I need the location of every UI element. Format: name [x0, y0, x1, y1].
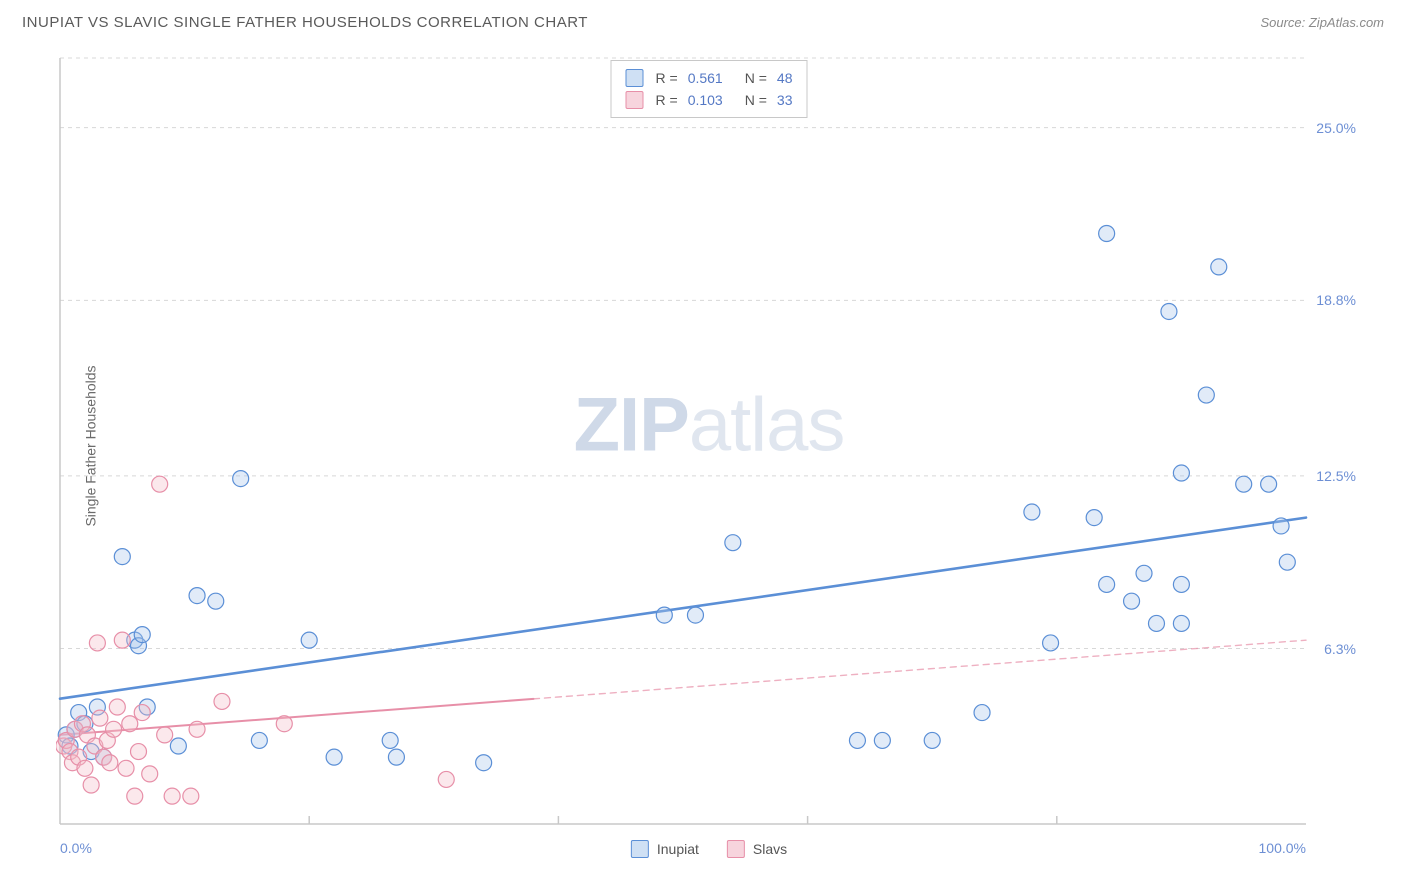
- scatter-plot: [56, 52, 1362, 830]
- r-label: R =: [656, 70, 678, 86]
- legend-series-item: Slavs: [727, 840, 787, 858]
- n-value: 48: [777, 70, 793, 86]
- legend-stat-row: R = 0.561 N = 48: [626, 67, 793, 89]
- x-tick-label: 0.0%: [60, 840, 92, 856]
- n-value: 33: [777, 92, 793, 108]
- legend-series-label: Slavs: [753, 841, 787, 857]
- legend-swatch: [626, 91, 644, 109]
- legend-swatch: [727, 840, 745, 858]
- y-tick-label: 12.5%: [1316, 468, 1356, 484]
- legend-swatch: [626, 69, 644, 87]
- chart-area: ZIPatlas R =0.561N =48R =0.103N =33 Inup…: [56, 52, 1362, 830]
- r-value: 0.561: [688, 70, 723, 86]
- x-tick-label: 100.0%: [1259, 840, 1306, 856]
- y-tick-label: 25.0%: [1316, 120, 1356, 136]
- chart-title: INUPIAT VS SLAVIC SINGLE FATHER HOUSEHOL…: [22, 14, 588, 31]
- series-legend: Inupiat Slavs: [631, 840, 787, 858]
- legend-swatch: [631, 840, 649, 858]
- r-value: 0.103: [688, 92, 723, 108]
- source-attribution: Source: ZipAtlas.com: [1260, 15, 1384, 30]
- n-label: N =: [745, 70, 767, 86]
- legend-stat-row: R = 0.103 N = 33: [626, 89, 793, 111]
- y-tick-label: 6.3%: [1324, 641, 1356, 657]
- n-label: N =: [745, 92, 767, 108]
- legend-series-item: Inupiat: [631, 840, 699, 858]
- legend-series-label: Inupiat: [657, 841, 699, 857]
- chart-header: INUPIAT VS SLAVIC SINGLE FATHER HOUSEHOL…: [0, 0, 1406, 41]
- y-tick-label: 18.8%: [1316, 292, 1356, 308]
- r-label: R =: [656, 92, 678, 108]
- correlation-legend: R = 0.561 N = 48 R = 0.103 N = 33: [611, 60, 808, 118]
